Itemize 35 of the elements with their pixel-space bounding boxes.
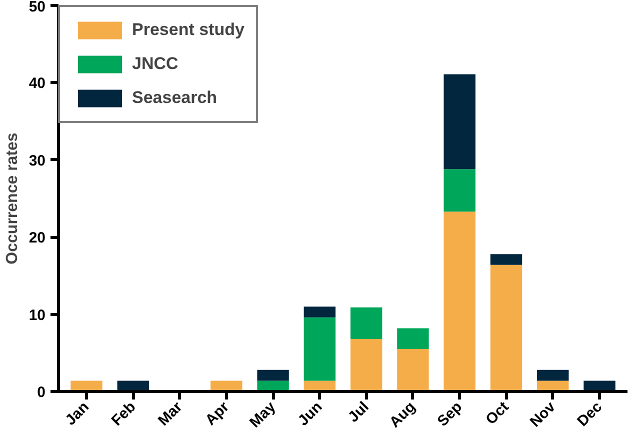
- bar: [537, 370, 569, 381]
- y-tick-label: 0: [37, 384, 46, 401]
- bar: [397, 328, 429, 350]
- x-tick-label: Jul: [344, 398, 372, 426]
- x-tick-label: Mar: [154, 398, 186, 430]
- bar: [350, 307, 382, 340]
- legend-label: Seasearch: [132, 88, 218, 108]
- y-tick-label: 40: [28, 75, 46, 92]
- bar: [304, 306, 336, 318]
- x-tick-label: Aug: [386, 398, 419, 432]
- bar: [397, 349, 429, 392]
- x-tick-label: Sep: [434, 398, 466, 430]
- y-tick-label: 10: [28, 306, 46, 324]
- x-tick-label: Jan: [62, 398, 93, 429]
- x-tick-label: Apr: [202, 398, 233, 429]
- bar: [444, 212, 476, 392]
- x-tick-label: Nov: [526, 398, 560, 431]
- bar: [490, 254, 522, 265]
- x-tick-label: Dec: [574, 398, 606, 430]
- x-tick-label: Jun: [294, 398, 326, 430]
- legend-label: Present study: [132, 20, 244, 40]
- x-tick-label: Oct: [482, 398, 512, 428]
- x-tick-label: May: [246, 398, 280, 432]
- legend-label: JNCC: [132, 54, 178, 74]
- bar: [444, 74, 476, 170]
- x-tick-label: Feb: [108, 398, 140, 430]
- y-tick-label: 50: [28, 0, 46, 16]
- bar: [257, 370, 289, 381]
- y-tick-label: 20: [28, 230, 46, 247]
- bar: [444, 169, 476, 212]
- bar: [304, 317, 336, 381]
- y-axis-title: Occurrence rates: [4, 132, 21, 264]
- bar: [490, 264, 522, 392]
- bar: [350, 339, 382, 392]
- y-tick-label: 30: [28, 152, 46, 170]
